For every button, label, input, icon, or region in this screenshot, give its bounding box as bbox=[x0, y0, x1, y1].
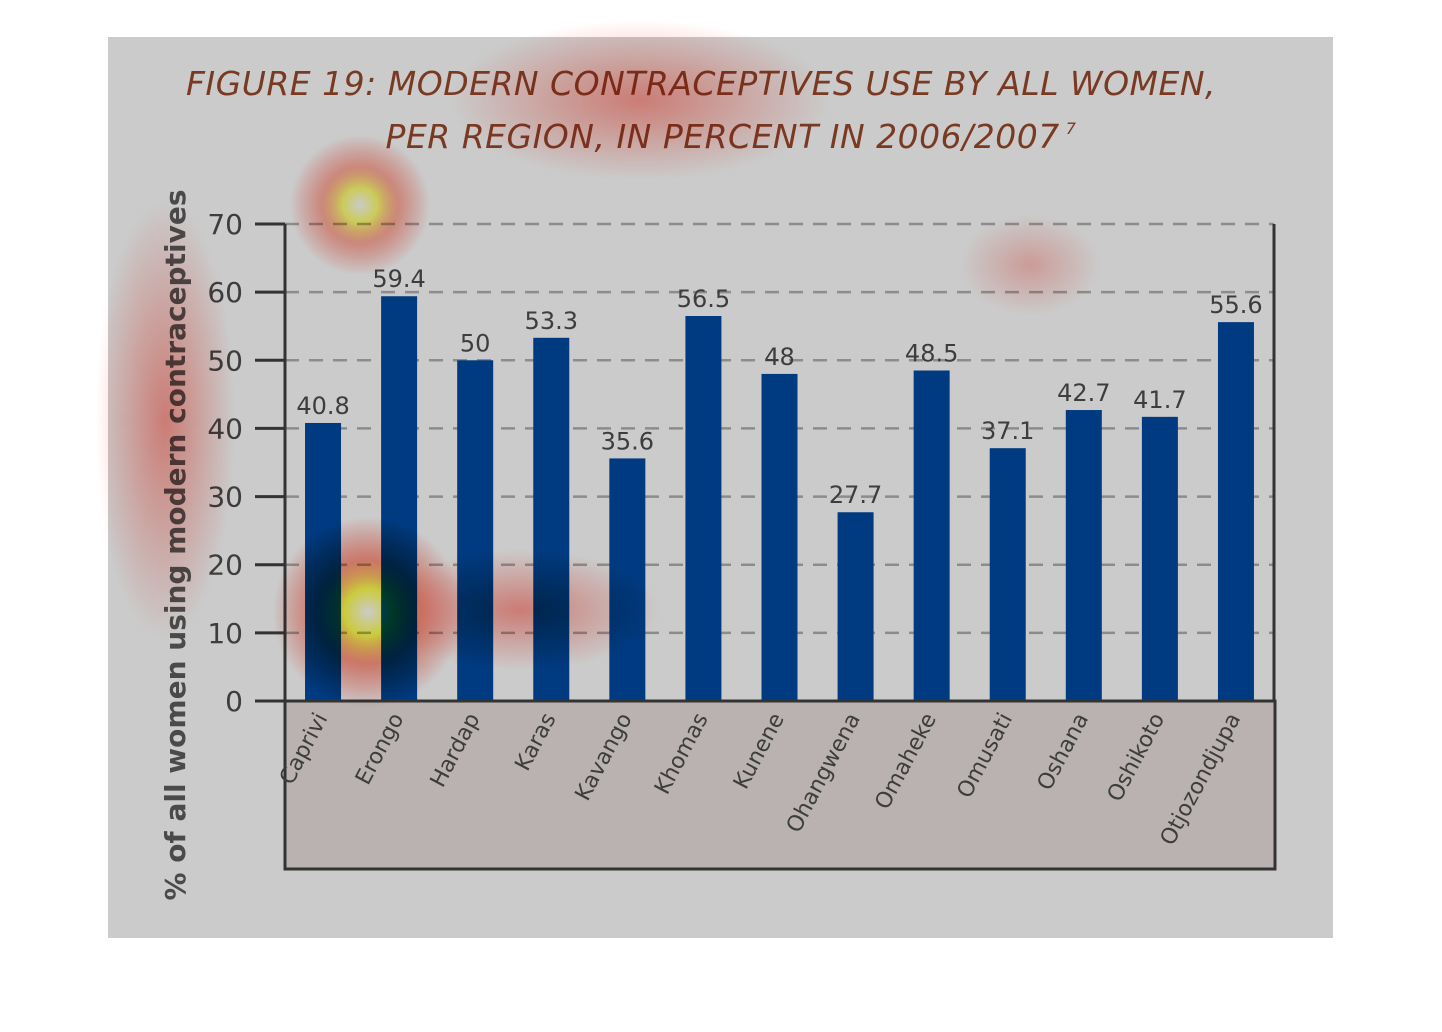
warm-overlay-right bbox=[960, 215, 1100, 315]
warm-overlay-left bbox=[95, 200, 235, 640]
bar bbox=[761, 373, 798, 701]
y-tick-label: 10 bbox=[207, 617, 243, 650]
data-label: 35.6 bbox=[601, 427, 654, 455]
y-tick-label: 0 bbox=[225, 685, 243, 718]
bar bbox=[685, 315, 722, 701]
gridlines bbox=[285, 222, 1274, 635]
data-label: 41.7 bbox=[1133, 386, 1186, 414]
data-label: 37.1 bbox=[981, 417, 1034, 445]
data-label: 48.5 bbox=[905, 340, 958, 368]
data-label: 40.8 bbox=[296, 392, 349, 420]
bar bbox=[913, 370, 950, 701]
data-labels-group: 40.859.45053.335.656.54827.748.537.142.7… bbox=[296, 265, 1262, 509]
data-label: 55.6 bbox=[1209, 291, 1262, 319]
bar bbox=[1217, 322, 1254, 701]
data-label: 48 bbox=[764, 343, 795, 371]
data-label: 50 bbox=[460, 329, 491, 357]
y-tick-label: 70 bbox=[207, 208, 243, 241]
bar bbox=[1141, 416, 1178, 701]
warm-overlay-title bbox=[450, 20, 830, 180]
data-label: 53.3 bbox=[525, 307, 578, 335]
x-label-area bbox=[283, 699, 1277, 871]
data-label: 42.7 bbox=[1057, 379, 1110, 407]
warm-overlay-bottom bbox=[380, 550, 660, 670]
bar bbox=[1065, 410, 1102, 701]
title-footnote: 7 bbox=[1065, 119, 1077, 138]
bar bbox=[837, 512, 874, 701]
hotspot-overlay-upper bbox=[290, 135, 430, 275]
heatmap-overlay bbox=[95, 20, 1100, 707]
data-label: 27.7 bbox=[829, 481, 882, 509]
bar bbox=[989, 448, 1026, 701]
hotspot-overlay-main bbox=[273, 517, 463, 707]
data-label: 56.5 bbox=[677, 285, 730, 313]
